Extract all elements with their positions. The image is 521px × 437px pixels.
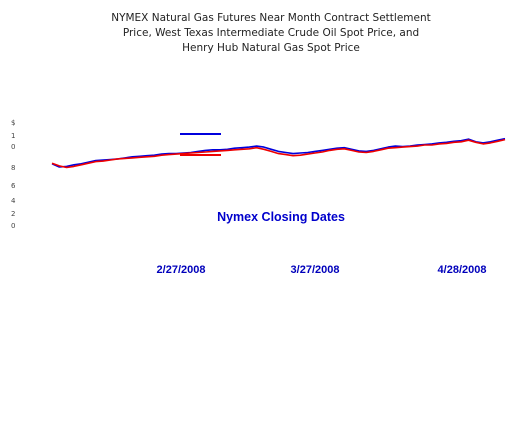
y-tick-label: 2 (11, 210, 15, 218)
x-tick-label: 2/27/2008 (157, 264, 206, 276)
y-tick-label: 6 (11, 182, 16, 190)
x-axis-label: Nymex Closing Dates (217, 210, 345, 224)
x-tick-label: 4/28/2008 (438, 264, 487, 276)
y-tick-label: 4 (11, 197, 16, 205)
y-tick-label: 1 (11, 132, 15, 140)
x-tick-label: 3/27/2008 (291, 264, 340, 276)
y-tick-label: 8 (11, 164, 15, 172)
series-line-2 (51, 138, 506, 169)
y-tick-label: $ (11, 119, 15, 127)
chart-title-line-1: NYMEX Natural Gas Futures Near Month Con… (111, 12, 431, 24)
series-layer (51, 137, 506, 169)
chart-title: NYMEX Natural Gas Futures Near Month Con… (111, 12, 431, 54)
chart-title-line-2: Price, West Texas Intermediate Crude Oil… (123, 27, 419, 39)
legend (180, 133, 221, 156)
y-axis-tick-labels: $1 0 8 6 4 2 0 (11, 119, 16, 230)
x-axis-tick-labels: 2/27/2008 3/27/2008 4/28/2008 (157, 264, 487, 276)
chart-title-line-3: Henry Hub Natural Gas Spot Price (182, 42, 360, 54)
y-tick-label: 0 (11, 222, 15, 230)
y-tick-label: 0 (11, 143, 15, 151)
